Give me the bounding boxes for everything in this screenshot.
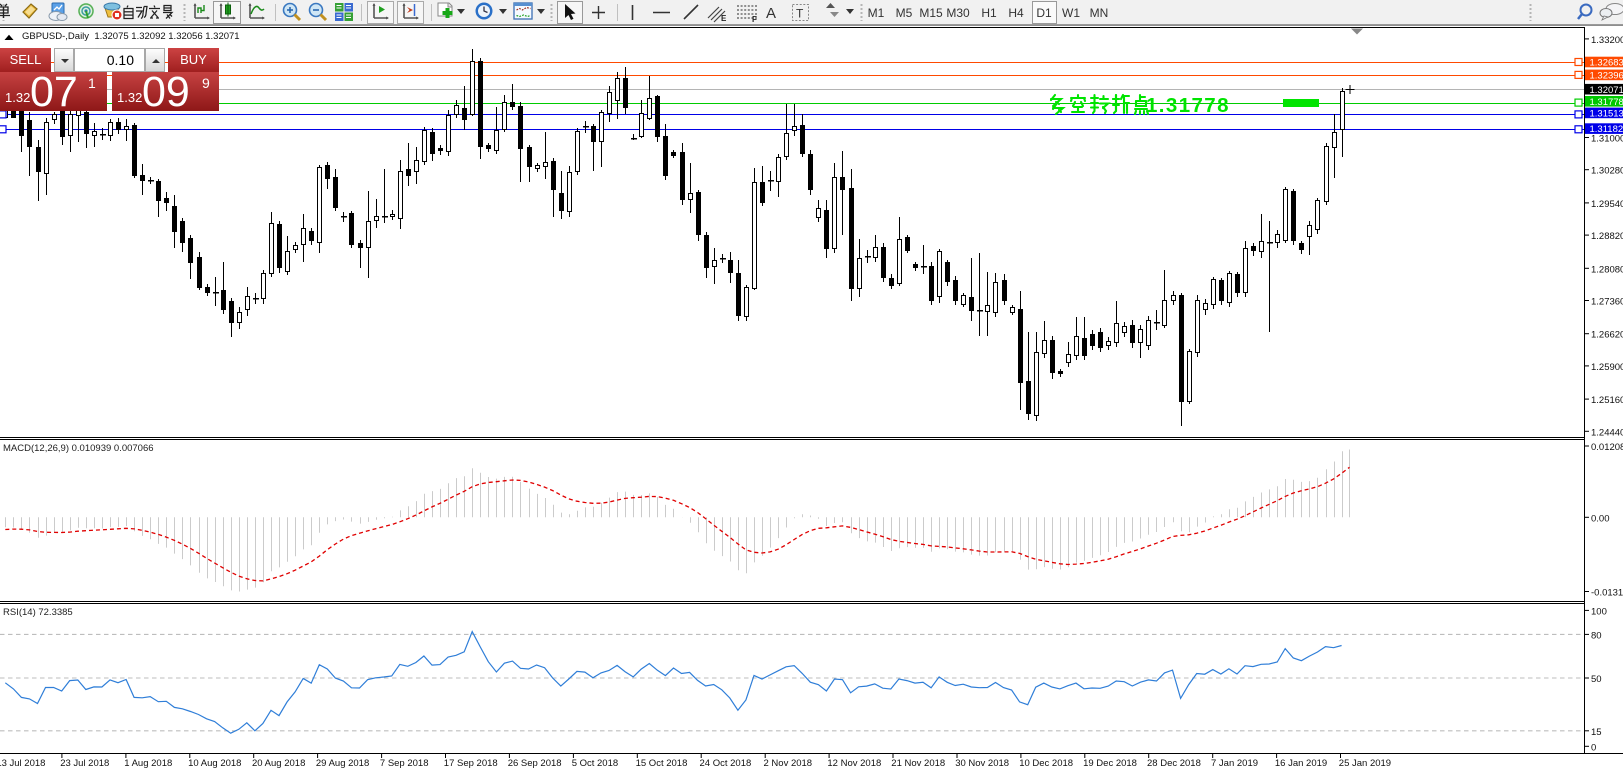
svg-text:RSI(14) 72.3385: RSI(14) 72.3385 xyxy=(3,607,73,618)
svg-text:1.28080: 1.28080 xyxy=(1591,264,1623,275)
svg-text:M30: M30 xyxy=(946,6,970,20)
svg-text:21 Nov 2018: 21 Nov 2018 xyxy=(891,758,945,769)
svg-text:7 Sep 2018: 7 Sep 2018 xyxy=(380,758,429,769)
svg-text:1.32683: 1.32683 xyxy=(1590,58,1623,69)
svg-text:1.24440: 1.24440 xyxy=(1591,427,1623,438)
svg-text:1.31778: 1.31778 xyxy=(1590,97,1623,108)
svg-text:15 Oct 2018: 15 Oct 2018 xyxy=(636,758,688,769)
svg-text:1.25160: 1.25160 xyxy=(1591,395,1623,406)
svg-text:1.33200: 1.33200 xyxy=(1591,35,1623,46)
svg-text:24 Oct 2018: 24 Oct 2018 xyxy=(700,758,752,769)
svg-text:16 Jan 2019: 16 Jan 2019 xyxy=(1275,758,1327,769)
svg-text:2 Nov 2018: 2 Nov 2018 xyxy=(764,758,813,769)
svg-text:10 Aug 2018: 10 Aug 2018 xyxy=(188,758,241,769)
svg-text:1.31000: 1.31000 xyxy=(1591,134,1623,145)
svg-text:T: T xyxy=(796,7,804,21)
svg-text:0.012088: 0.012088 xyxy=(1591,442,1623,453)
svg-text:1.28820: 1.28820 xyxy=(1591,231,1623,242)
svg-text:1 Aug 2018: 1 Aug 2018 xyxy=(124,758,172,769)
svg-text:30 Nov 2018: 30 Nov 2018 xyxy=(955,758,1009,769)
svg-text:M15: M15 xyxy=(919,6,943,20)
svg-text:19 Dec 2018: 19 Dec 2018 xyxy=(1083,758,1137,769)
svg-text:23 Jul 2018: 23 Jul 2018 xyxy=(60,758,109,769)
svg-text:M1: M1 xyxy=(868,6,885,20)
svg-text:0.00: 0.00 xyxy=(1591,513,1610,524)
svg-text:13 Jul 2018: 13 Jul 2018 xyxy=(0,758,45,769)
svg-text:MACD(12,26,9) 0.010939 0.00706: MACD(12,26,9) 0.010939 0.007066 xyxy=(3,443,154,454)
svg-text:D1: D1 xyxy=(1036,6,1052,20)
svg-text:1.27360: 1.27360 xyxy=(1591,297,1623,308)
svg-text:100: 100 xyxy=(1591,606,1607,617)
svg-text:29 Aug 2018: 29 Aug 2018 xyxy=(316,758,369,769)
svg-text:H4: H4 xyxy=(1008,6,1024,20)
svg-text:5 Oct 2018: 5 Oct 2018 xyxy=(572,758,618,769)
svg-text:1.31778: 1.31778 xyxy=(1146,94,1230,117)
svg-text:0: 0 xyxy=(1591,742,1596,753)
svg-text:1.25900: 1.25900 xyxy=(1591,362,1623,373)
svg-text:1.32396: 1.32396 xyxy=(1590,71,1623,82)
svg-text:1.32071: 1.32071 xyxy=(1590,85,1623,96)
svg-text:12 Nov 2018: 12 Nov 2018 xyxy=(827,758,881,769)
svg-text:1.26620: 1.26620 xyxy=(1591,330,1623,341)
svg-text:26 Sep 2018: 26 Sep 2018 xyxy=(508,758,562,769)
svg-text:1.30280: 1.30280 xyxy=(1591,166,1623,177)
svg-text:E: E xyxy=(721,14,727,23)
svg-text:H1: H1 xyxy=(981,6,997,20)
svg-text:50: 50 xyxy=(1591,674,1602,685)
svg-text:80: 80 xyxy=(1591,630,1602,641)
svg-text:15: 15 xyxy=(1591,727,1602,738)
svg-text:28 Dec 2018: 28 Dec 2018 xyxy=(1147,758,1201,769)
svg-text:MN: MN xyxy=(1090,6,1109,20)
svg-text:A: A xyxy=(766,5,776,22)
svg-text:1.31513: 1.31513 xyxy=(1590,109,1623,120)
svg-text:GBPUSD-,Daily 1.32075 1.32092: GBPUSD-,Daily 1.32075 1.32092 1.32056 1.… xyxy=(22,31,240,42)
svg-text:7 Jan 2019: 7 Jan 2019 xyxy=(1211,758,1258,769)
svg-text:10 Dec 2018: 10 Dec 2018 xyxy=(1019,758,1073,769)
svg-text:F: F xyxy=(752,15,757,24)
svg-text:1.31182: 1.31182 xyxy=(1590,124,1623,135)
svg-text:20 Aug 2018: 20 Aug 2018 xyxy=(252,758,305,769)
svg-text:1.29540: 1.29540 xyxy=(1591,199,1623,210)
svg-text:M5: M5 xyxy=(896,6,913,20)
svg-text:-0.01317: -0.01317 xyxy=(1591,588,1623,599)
svg-text:25 Jan 2019: 25 Jan 2019 xyxy=(1339,758,1391,769)
svg-text:17 Sep 2018: 17 Sep 2018 xyxy=(444,758,498,769)
svg-text:W1: W1 xyxy=(1062,6,1080,20)
